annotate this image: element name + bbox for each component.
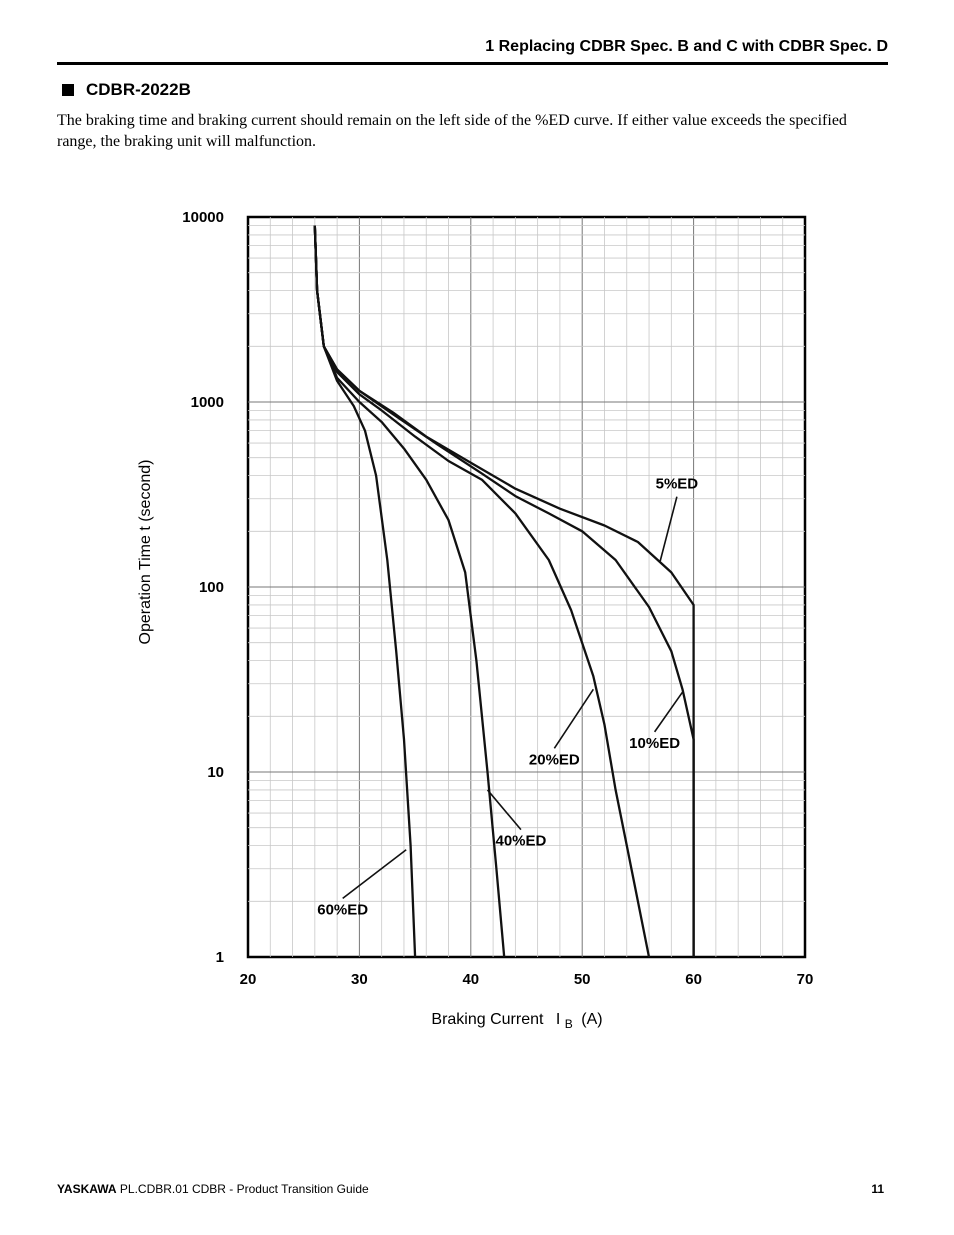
x-tick-label: 50 — [574, 971, 591, 988]
annotation-leader-line — [486, 789, 522, 831]
x-axis-unit: (A) — [581, 1011, 602, 1028]
annotation-label: 40%ED — [496, 833, 547, 850]
annotation-label: 5%ED — [656, 476, 699, 493]
curve-annotations: 5%ED 10%ED 20%ED 40%ED 60%ED — [317, 476, 698, 919]
x-axis-label: Braking Current I B (A) — [431, 1011, 602, 1032]
page-number: 11 — [871, 1182, 884, 1196]
annotation-leader-line — [342, 849, 407, 900]
series-lines — [313, 225, 695, 958]
square-bullet-icon — [62, 84, 74, 96]
x-tick-label: 70 — [797, 971, 814, 988]
series-line-40pct-ed — [313, 225, 506, 958]
x-axis-symbol: I — [556, 1011, 560, 1028]
section-heading: CDBR-2022B — [62, 80, 191, 100]
x-tick-label: 60 — [685, 971, 702, 988]
body-paragraph: The braking time and braking current sho… — [57, 112, 847, 150]
annotation-leader-line — [659, 496, 678, 562]
section-title: CDBR-2022B — [86, 80, 191, 99]
y-tick-label: 1000 — [191, 394, 224, 411]
x-tick-label: 30 — [351, 971, 368, 988]
braking-time-chart: 20 30 40 50 60 70 1 10 100 1000 10000 5%ED 10%ED 20%… — [137, 209, 813, 1032]
annotation-label: 10%ED — [629, 735, 680, 752]
annotation-leader-line — [553, 688, 595, 749]
x-axis-subscript: B — [565, 1017, 573, 1031]
y-tick-label: 10 — [207, 764, 224, 781]
y-axis-label: Operation Time t (second) — [137, 460, 154, 645]
header-title: 1 Replacing CDBR Spec. B and C with CDBR… — [485, 38, 888, 55]
page-footer: YASKAWA PL.CDBR.01 CDBR - Product Transi… — [57, 1182, 888, 1196]
page-header: 1 Replacing CDBR Spec. B and C with CDBR… — [57, 38, 888, 65]
grid-lines — [248, 217, 805, 957]
y-tick-label: 10000 — [182, 209, 224, 226]
tick-labels: 20 30 40 50 60 70 1 10 100 1000 10000 — [182, 209, 813, 988]
annotation-label: 60%ED — [317, 901, 368, 918]
x-tick-label: 40 — [462, 971, 479, 988]
annotation-label: 20%ED — [529, 751, 580, 768]
footer-brand: YASKAWA — [57, 1182, 117, 1196]
x-tick-label: 20 — [240, 971, 257, 988]
series-line-20pct-ed — [313, 225, 651, 958]
footer-doc: PL.CDBR.01 CDBR - Product Transition Gui… — [119, 1182, 369, 1196]
x-axis-title: Braking Current — [431, 1011, 544, 1028]
y-tick-label: 1 — [216, 949, 224, 966]
series-line-60pct-ed — [313, 225, 417, 958]
annotation-leader-line — [653, 691, 684, 733]
y-tick-label: 100 — [199, 579, 224, 596]
